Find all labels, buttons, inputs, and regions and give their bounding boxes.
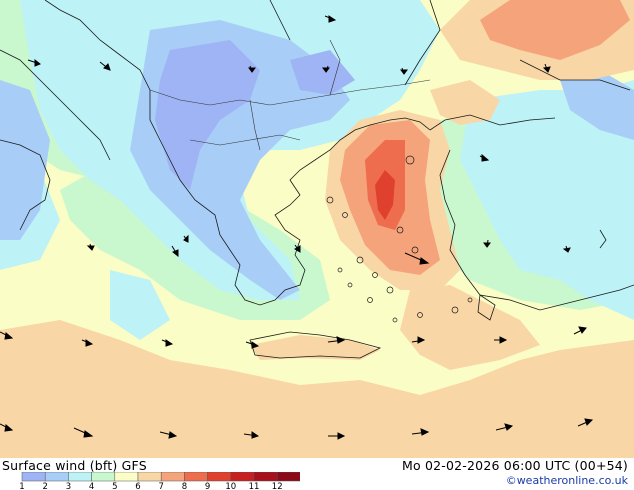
legend-tick: 9 [205, 482, 210, 490]
wind-arrow [73, 427, 94, 438]
wind-arrow [573, 326, 587, 335]
wind-arrow [483, 239, 491, 248]
legend-swatch [207, 472, 232, 482]
wind-arrow [0, 331, 14, 340]
legend-swatch [91, 472, 116, 482]
wind-zone-bft2-west [0, 80, 50, 240]
wind-arrow [542, 63, 551, 73]
wind-arrow [171, 245, 179, 258]
wind-arrow [494, 336, 508, 344]
wind-zone-bft3-ionian [110, 270, 170, 340]
legend-tick: 2 [42, 482, 47, 490]
legend-swatch [137, 472, 162, 482]
legend-swatch [253, 472, 278, 482]
wind-arrow [400, 67, 408, 75]
legend-tick: 12 [272, 482, 283, 490]
wind-arrow [248, 65, 256, 73]
map-title: Surface wind (bft) GFS [2, 458, 147, 473]
wind-arrow [479, 153, 490, 162]
borders [149, 39, 431, 151]
legend-swatch [68, 472, 92, 482]
legend-tick: 7 [158, 482, 163, 490]
wind-zone-bft2-east [560, 70, 634, 140]
wind-arrow [0, 423, 14, 432]
legend-tick: 1 [19, 482, 24, 490]
legend-tick: 10 [225, 482, 236, 490]
coastlines [0, 0, 634, 359]
wind-zone-bft6-marmara [430, 80, 500, 125]
color-scale: 1 2 3 4 5 6 7 8 9 10 11 12 [19, 472, 300, 490]
legend-tick: 4 [89, 482, 94, 490]
legend-swatch [21, 472, 46, 482]
wind-arrow [411, 428, 430, 436]
wind-arrow [411, 336, 426, 344]
wind-arrow [27, 58, 41, 67]
legend-swatch [44, 472, 69, 482]
credit-link[interactable]: ©weatheronline.co.uk [505, 474, 628, 487]
wind-arrow [404, 252, 430, 265]
wind-arrow [322, 65, 330, 73]
wind-map [0, 0, 634, 458]
forecast-datetime: Mo 02-02-2026 06:00 UTC (00+54) [401, 458, 628, 473]
wind-arrows [0, 15, 594, 440]
footer: Surface wind (bft) GFS Mo 02-02-2026 06:… [0, 458, 634, 490]
wind-arrow [327, 336, 346, 344]
wind-arrow [161, 339, 174, 347]
wind-arrow [495, 423, 514, 431]
wind-arrow [183, 234, 189, 243]
wind-zone-bft1-north [290, 50, 355, 95]
legend-tick: 11 [249, 482, 260, 490]
wind-arrow [243, 431, 260, 439]
islands [326, 155, 473, 323]
wind-arrow [86, 243, 95, 251]
wind-zone-bft6-aegean-south [400, 285, 540, 370]
wind-zone-bft6-crete [250, 335, 380, 360]
wind-arrow [324, 15, 337, 23]
legend-tick: 3 [66, 482, 71, 490]
legend-swatch [160, 472, 185, 482]
legend-tick: 8 [182, 482, 187, 490]
wind-zone-bft7-northeast [480, 0, 630, 60]
legend-swatch [114, 472, 139, 482]
legend-swatch [276, 472, 300, 482]
legend-swatch [230, 472, 255, 482]
wind-zone-bft6-south [0, 320, 634, 458]
wind-arrow [577, 418, 594, 427]
wind-arrow [328, 432, 346, 440]
wind-zone-bft9-aegean [375, 170, 395, 220]
wind-arrow [562, 245, 571, 253]
wind-zone-bft1-balkans [155, 40, 260, 190]
wind-arrow [159, 431, 178, 439]
legend-tick: 5 [112, 482, 117, 490]
wind-zone-bft3-east [460, 80, 634, 320]
wind-arrow [99, 61, 111, 71]
legend-swatch [184, 472, 208, 482]
wind-arrow [294, 244, 301, 253]
wind-arrow [81, 339, 94, 347]
legend-tick: 6 [135, 482, 140, 490]
wind-arrow [245, 341, 260, 349]
